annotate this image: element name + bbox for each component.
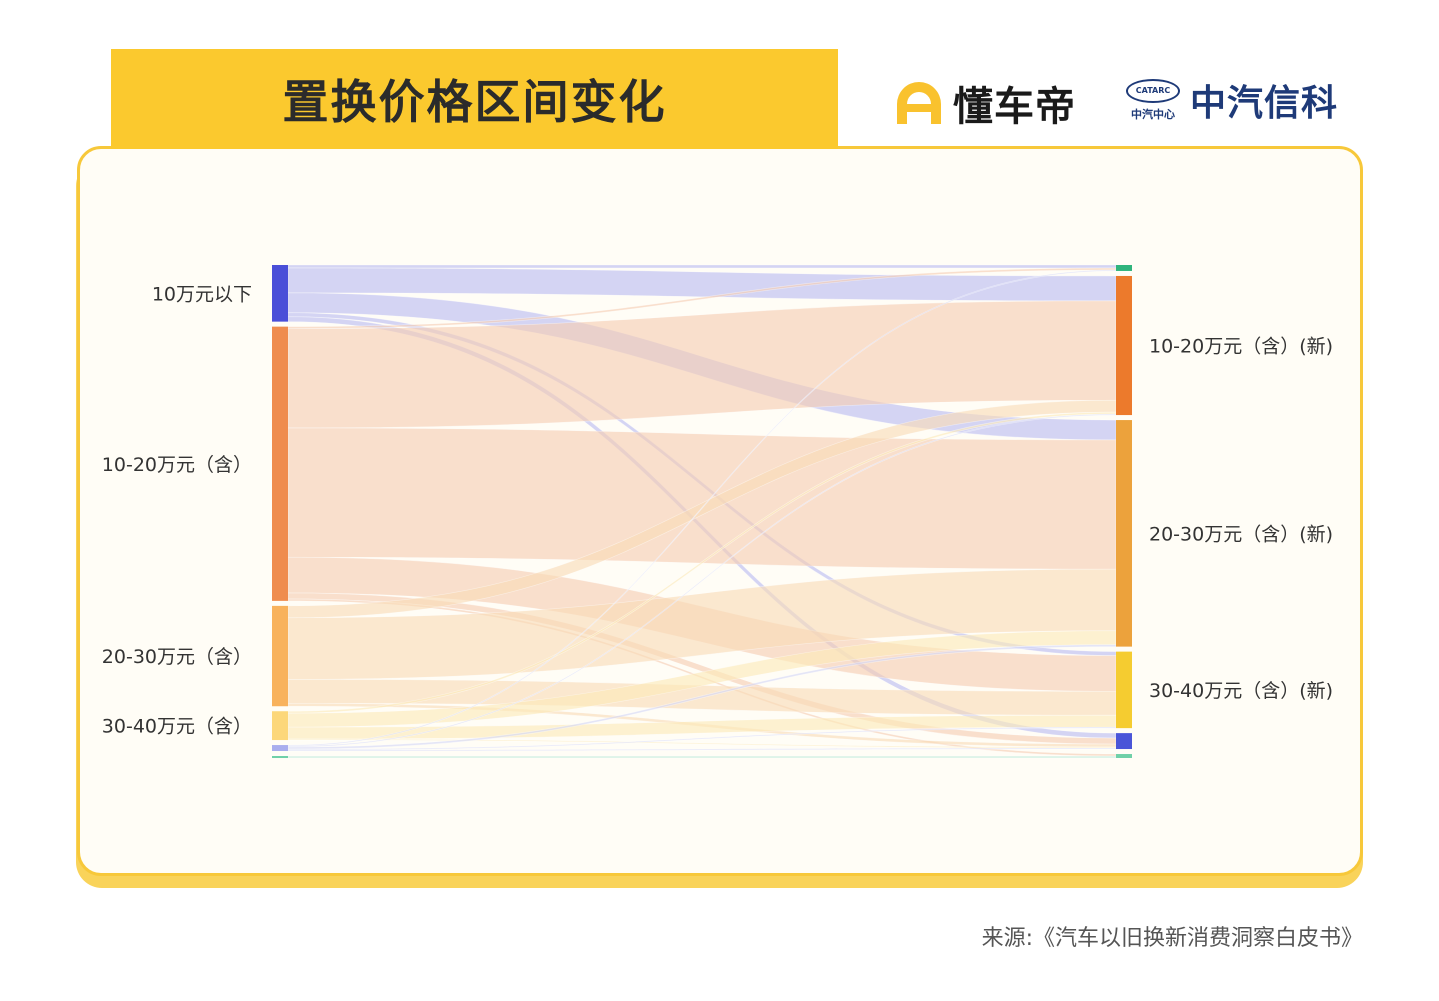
node-label-left: 10-20万元（含） <box>102 454 252 476</box>
link-B-T2 <box>287 427 1117 570</box>
link-F-T5 <box>287 755 1117 759</box>
node-left-E <box>272 745 288 752</box>
node-left-F <box>272 756 288 759</box>
nodes-layer <box>272 265 1132 759</box>
node-right-T2 <box>1116 420 1132 647</box>
node-left-D <box>272 711 288 741</box>
link-A-T1 <box>287 267 1117 302</box>
node-right-T3 <box>1116 651 1132 729</box>
labels-layer: 10万元以下 10-20万元（含） 20-30万元（含） 30-40万元（含） 10-2… <box>102 283 1333 737</box>
node-label-right: 30-40万元（含）(新) <box>1149 680 1333 702</box>
node-left-A <box>272 265 288 322</box>
links-layer <box>287 264 1117 759</box>
dongchedi-logo-text: 懂车帝 <box>953 84 1076 130</box>
catarc-emblem: CATARC 中汽中心 <box>1126 78 1180 122</box>
catarc-logo: CATARC 中汽中心 中汽信科 <box>1126 74 1338 126</box>
catarc-emblem-text: CATARC <box>1126 78 1180 103</box>
node-label-left: 30-40万元（含） <box>102 716 252 738</box>
link-A-T0 <box>287 264 1117 269</box>
node-label-left: 20-30万元（含） <box>102 646 252 668</box>
node-label-left: 10万元以下 <box>152 283 252 305</box>
catarc-logo-text: 中汽信科 <box>1190 83 1339 124</box>
catarc-small-text: 中汽中心 <box>1131 107 1175 121</box>
link-E-T2 <box>287 644 1117 750</box>
node-left-B <box>272 326 288 601</box>
node-right-T0 <box>1116 265 1132 271</box>
source-note: 来源:《汽车以旧换新消费洞察白皮书》 <box>981 926 1363 951</box>
dongchedi-logo: 懂车帝 <box>893 74 1076 132</box>
title-banner: 置换价格区间变化 <box>111 49 838 149</box>
node-right-T1 <box>1116 275 1132 416</box>
node-left-C <box>272 605 288 707</box>
node-right-T5 <box>1116 754 1132 758</box>
dongchedi-logo-icon <box>897 82 941 124</box>
node-label-right: 10-20万元（含）(新) <box>1149 336 1333 358</box>
node-right-T4 <box>1116 733 1132 750</box>
page-title: 置换价格区间变化 <box>282 75 667 129</box>
node-label-right: 20-30万元（含）(新) <box>1149 523 1333 545</box>
link-E-T0 <box>287 269 1117 747</box>
